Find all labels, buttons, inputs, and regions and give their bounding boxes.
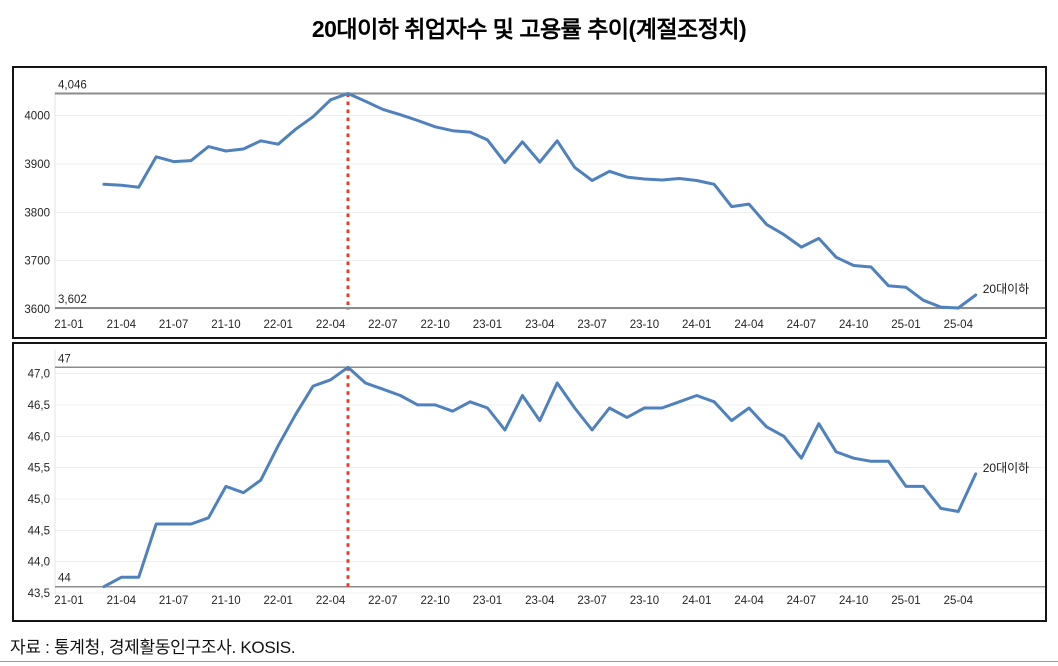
employment-count-plot: 4000 3900 3800 3700 3600 21-01 21-04 21-07 21-10…	[24, 79, 1045, 331]
x-tick-label: 23-07	[577, 319, 606, 331]
x-tick-label: 25-04	[944, 595, 974, 607]
x-tick-label: 24-10	[839, 319, 868, 331]
x-tick-label: 22-10	[420, 595, 449, 607]
x-tick-label: 22-04	[316, 319, 346, 331]
annotation-label: 44	[58, 573, 71, 585]
x-tick-label: 21-04	[107, 595, 137, 607]
x-tick-label: 23-04	[525, 595, 555, 607]
series-line	[102, 92, 978, 310]
x-tick-label: 22-04	[316, 595, 346, 607]
x-tick-label: 21-07	[159, 595, 188, 607]
series-label: 20대이하	[983, 461, 1029, 475]
x-tick-label: 22-07	[368, 595, 397, 607]
x-tick-label: 23-01	[473, 319, 502, 331]
y-tick-label: 3900	[24, 159, 50, 171]
x-tick-label: 24-01	[682, 595, 711, 607]
x-tick-label: 24-04	[734, 595, 764, 607]
y-tick-label: 46,5	[28, 400, 50, 412]
x-tick-label: 21-10	[211, 595, 240, 607]
x-tick-label: 24-01	[682, 319, 711, 331]
y-tick-label: 44,5	[28, 525, 50, 537]
annotation-label: 47	[58, 353, 71, 365]
x-tick-label: 23-10	[630, 319, 659, 331]
x-tick-label: 23-04	[525, 319, 555, 331]
x-tick-label: 23-07	[577, 595, 606, 607]
x-tick-label: 22-01	[264, 595, 293, 607]
x-tick-label: 21-07	[159, 319, 188, 331]
x-tick-label: 24-04	[734, 319, 764, 331]
x-tick-label: 22-10	[420, 319, 449, 331]
y-tick-label: 44,0	[28, 557, 50, 569]
x-tick-label: 25-01	[891, 595, 920, 607]
series-line	[102, 365, 978, 589]
x-tick-label: 25-01	[891, 319, 920, 331]
employment-rate-chart-box: 47,0 46,5 46,0 45,5 45,0 44,5 44,0 43,5 21-01 21-…	[12, 342, 1047, 622]
annotation-label: 3,602	[58, 294, 87, 306]
y-tick-label: 3800	[24, 207, 50, 219]
x-tick-label: 22-01	[264, 319, 293, 331]
x-tick-label: 25-04	[944, 319, 974, 331]
x-tick-label: 24-07	[787, 319, 816, 331]
page-title: 20대이하 취업자수 및 고용률 추이(계절조정치)	[311, 16, 747, 42]
x-tick-label: 24-10	[839, 595, 868, 607]
y-tick-label: 45,0	[28, 494, 50, 506]
x-tick-label: 24-07	[787, 595, 816, 607]
employment-rate-plot: 47,0 46,5 46,0 45,5 45,0 44,5 44,0 43,5 21-01 21-…	[28, 349, 1045, 607]
series-label: 20대이하	[983, 282, 1029, 296]
y-tick-label: 4000	[24, 111, 50, 123]
annotation-label: 4,046	[58, 79, 87, 91]
y-tick-label: 45,5	[28, 463, 50, 475]
y-tick-label: 47,0	[28, 369, 50, 381]
x-tick-label: 21-01	[54, 595, 83, 607]
y-tick-label: 43,5	[28, 588, 50, 600]
x-tick-label: 22-07	[368, 319, 397, 331]
x-tick-label: 21-10	[211, 319, 240, 331]
x-tick-label: 23-10	[630, 595, 659, 607]
employment-count-chart-box: 4000 3900 3800 3700 3600 21-01 21-04 21-07 21-10…	[12, 66, 1047, 339]
y-tick-label: 3600	[24, 304, 50, 316]
y-tick-label: 3700	[24, 256, 50, 268]
source-note: 자료 : 통계청, 경제활동인구조사. KOSIS.	[10, 638, 296, 657]
y-tick-label: 46,0	[28, 431, 50, 443]
x-tick-label: 21-01	[54, 319, 83, 331]
x-tick-label: 21-04	[107, 319, 137, 331]
x-tick-label: 23-01	[473, 595, 502, 607]
bottom-divider	[0, 661, 1058, 662]
